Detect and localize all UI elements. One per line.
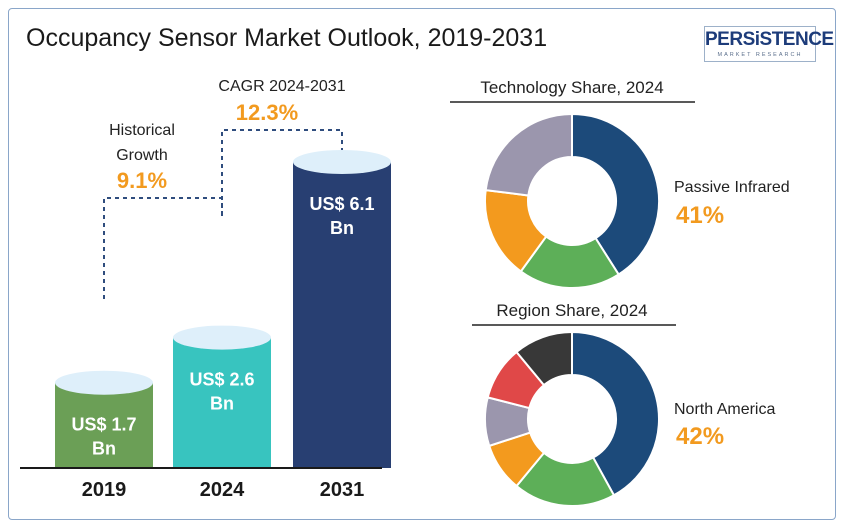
- historical-connector: [103, 197, 223, 299]
- bar-cap-2031: [293, 150, 391, 174]
- bar-2031: [293, 162, 391, 468]
- x-tick-label: 2024: [200, 479, 245, 501]
- logo-tagline: MARKET RESEARCH: [717, 52, 803, 58]
- historical-label-line1: Historical: [109, 122, 175, 139]
- bar-group: US$ 1.7 Bn 2019 US$ 2.6 Bn 2024 US$ 6.1 Bn 2031: [55, 150, 391, 501]
- bar-value-label: US$ 2.6: [189, 370, 254, 390]
- bar-2024: [173, 337, 271, 468]
- donut2-slice-0: [571, 330, 660, 497]
- region-highlight-value: 42%: [676, 423, 724, 450]
- region-highlight-label: North America: [674, 401, 775, 418]
- tech-donut: [484, 112, 660, 289]
- bar-value-unit: Bn: [210, 394, 234, 414]
- cagr-value: 12.3%: [236, 100, 298, 125]
- brand-logo: PERSiSTENCE MARKET RESEARCH: [704, 26, 834, 62]
- donut2-slice-5: [515, 330, 573, 387]
- tech-share-title: Technology Share, 2024: [480, 78, 663, 97]
- historical-label-line2: Growth: [116, 147, 168, 164]
- tech-highlight-value: 41%: [676, 202, 724, 229]
- donut1-slice-3: [484, 112, 573, 197]
- bar-cap-2024: [173, 325, 271, 350]
- bar-value-label: US$ 6.1: [309, 194, 374, 214]
- bar-cap-2019: [55, 370, 153, 395]
- region-share-title: Region Share, 2024: [496, 301, 647, 320]
- region-donut: [484, 330, 660, 507]
- bar-value-label: US$ 1.7: [71, 415, 136, 435]
- cagr-connector: [221, 129, 343, 216]
- donut1-slice-0: [571, 112, 660, 276]
- x-tick-label: 2031: [320, 479, 365, 501]
- bar-2019: [55, 382, 153, 468]
- chart-title: Occupancy Sensor Market Outlook, 2019-20…: [26, 24, 548, 52]
- bar-value-unit: Bn: [330, 218, 354, 238]
- logo-wordmark: PERSiSTENCE: [705, 29, 834, 50]
- cagr-label: CAGR 2024-2031: [218, 78, 345, 95]
- tech-highlight-label: Passive Infrared: [674, 179, 790, 196]
- x-tick-label: 2019: [82, 479, 127, 501]
- historical-value: 9.1%: [117, 168, 167, 193]
- bar-value-unit: Bn: [92, 439, 116, 459]
